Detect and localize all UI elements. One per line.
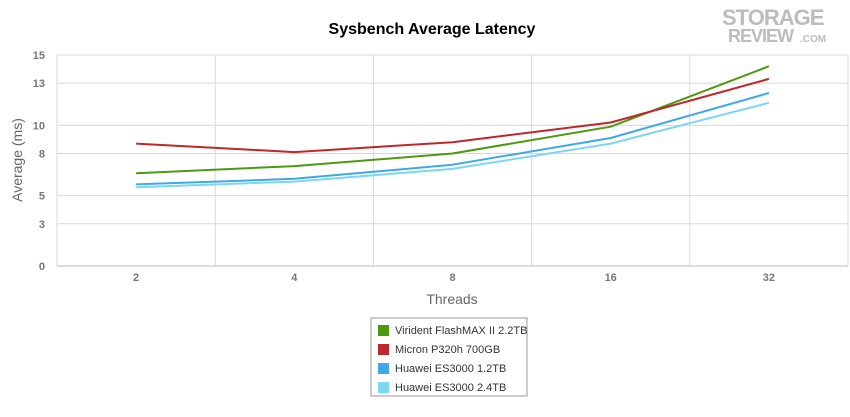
legend-label: Huawei ES3000 1.2TB — [395, 363, 506, 375]
logo-suffix: .COM — [800, 34, 826, 45]
x-tick-label: 8 — [449, 272, 455, 284]
logo-line2: REVIEW — [728, 26, 794, 46]
grid — [56, 54, 849, 267]
y-axis-label: Average (ms) — [9, 118, 25, 202]
y-tick-label: 5 — [39, 191, 45, 203]
x-tick-label: 4 — [291, 272, 298, 284]
y-tick-label: 8 — [39, 148, 45, 160]
x-axis-label: Threads — [426, 291, 477, 307]
legend-swatch — [378, 363, 389, 374]
y-axis-ticks: 0 3 5 8 10 13 15 — [33, 50, 45, 273]
legend: Virident FlashMAX II 2.2TB Micron P320h 7… — [370, 317, 528, 397]
series-line-1 — [136, 65, 770, 175]
y-tick-label: 3 — [39, 219, 45, 231]
x-tick-label: 16 — [605, 272, 617, 284]
chart-title: Sysbench Average Latency — [329, 21, 536, 38]
series-line-2 — [136, 77, 770, 154]
legend-swatch — [378, 382, 389, 393]
legend-box — [370, 317, 528, 397]
series-lines — [136, 65, 770, 189]
x-tick-label: 32 — [763, 272, 775, 284]
storage-review-logo: STORAGE REVIEW .COM — [722, 5, 826, 46]
legend-label: Huawei ES3000 2.4TB — [395, 382, 506, 394]
legend-label: Micron P320h 700GB — [395, 344, 500, 356]
legend-swatch — [378, 344, 389, 355]
series-line-3 — [136, 92, 770, 186]
y-tick-label: 13 — [33, 78, 45, 90]
logo-line1: STORAGE — [722, 5, 824, 30]
x-axis-ticks: 2 4 8 16 32 — [133, 272, 775, 284]
series-line-4 — [136, 101, 770, 189]
y-tick-label: 0 — [39, 261, 45, 273]
y-tick-label: 15 — [33, 50, 45, 62]
legend-swatch — [378, 325, 389, 336]
x-tick-label: 2 — [133, 272, 139, 284]
legend-label: Virident FlashMAX II 2.2TB — [395, 325, 527, 337]
y-tick-label: 10 — [33, 120, 45, 132]
